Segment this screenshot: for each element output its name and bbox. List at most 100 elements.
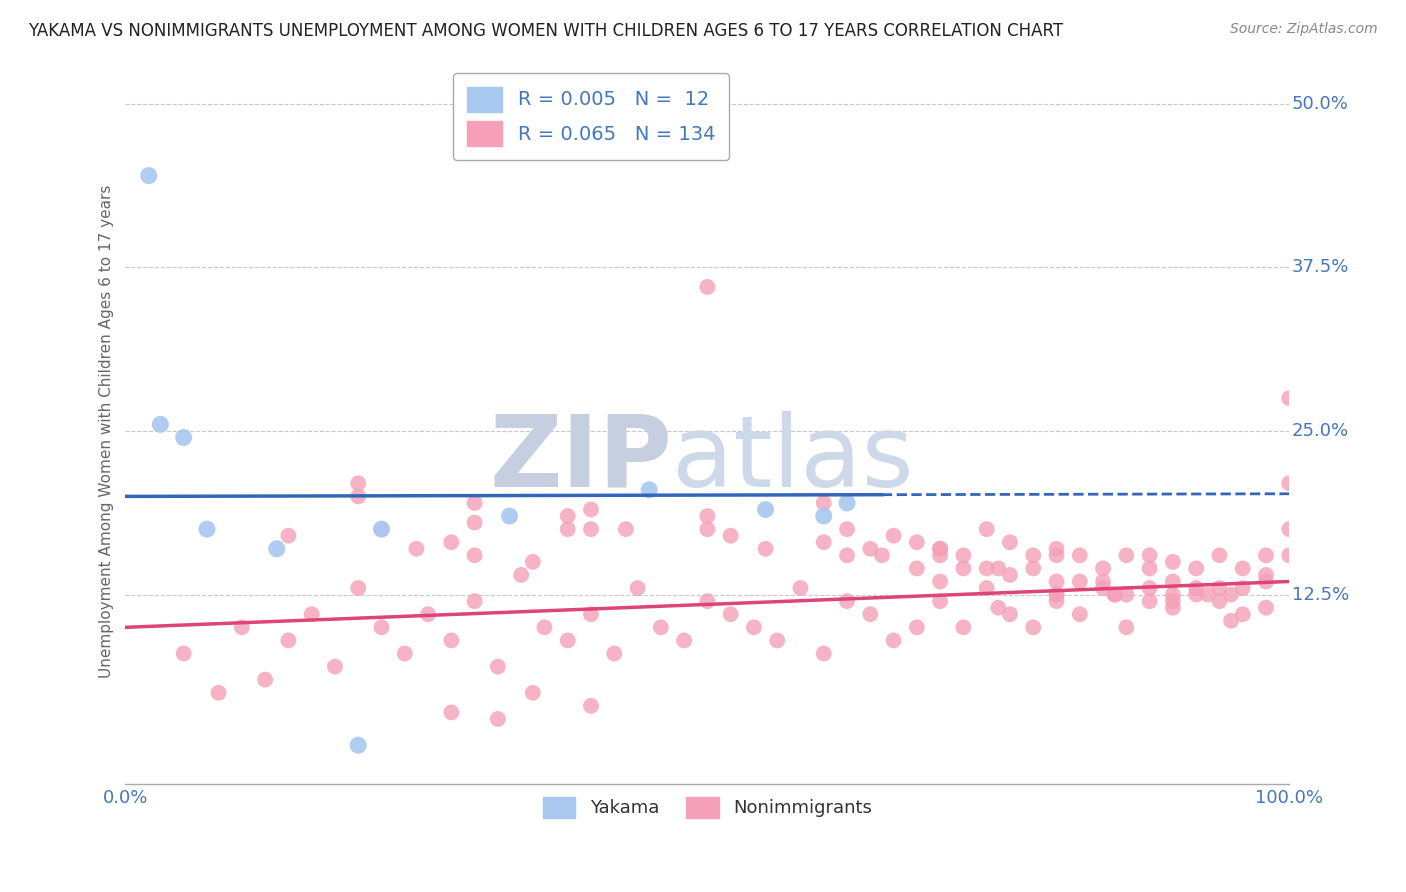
Point (1022, 561, 1045, 575)
Point (464, 594, 486, 608)
Point (486, 712, 509, 726)
Point (405, 541, 427, 556)
Point (1254, 568, 1277, 582)
Point (976, 522, 998, 536)
Point (579, 607, 602, 622)
Point (1254, 574, 1277, 589)
Point (498, 509, 520, 524)
Point (929, 541, 952, 556)
Point (579, 522, 602, 536)
Point (905, 535, 928, 549)
Point (1161, 588, 1184, 602)
Point (998, 535, 1021, 549)
Point (626, 581, 648, 595)
Text: ZIP: ZIP (489, 410, 672, 508)
Point (440, 535, 463, 549)
Point (138, 169, 160, 183)
Point (416, 607, 439, 622)
Point (789, 581, 811, 595)
Point (673, 633, 696, 648)
Point (696, 280, 718, 294)
Point (929, 541, 952, 556)
Point (987, 561, 1010, 575)
Point (835, 522, 858, 536)
Point (835, 594, 858, 608)
Point (1254, 600, 1277, 615)
Point (579, 502, 602, 516)
Point (1161, 574, 1184, 589)
Point (522, 686, 544, 700)
Point (1115, 588, 1137, 602)
Text: 37.5%: 37.5% (1292, 259, 1348, 277)
Point (1139, 549, 1161, 563)
Point (952, 620, 974, 634)
Point (835, 496, 858, 510)
Point (1045, 549, 1067, 563)
Point (1278, 549, 1301, 563)
Point (1185, 561, 1208, 575)
Point (1139, 594, 1161, 608)
Point (557, 633, 579, 648)
Text: YAKAMA VS NONIMMIGRANTS UNEMPLOYMENT AMONG WOMEN WITH CHILDREN AGES 6 TO 17 YEAR: YAKAMA VS NONIMMIGRANTS UNEMPLOYMENT AMO… (28, 22, 1063, 40)
Point (1254, 549, 1277, 563)
Point (254, 673, 277, 687)
Point (987, 600, 1010, 615)
Point (614, 522, 637, 536)
Point (1232, 561, 1254, 575)
Point (1197, 588, 1219, 602)
Point (696, 509, 718, 524)
Point (952, 561, 974, 575)
Point (720, 529, 742, 543)
Point (905, 620, 928, 634)
Point (638, 483, 661, 497)
Point (1104, 588, 1126, 602)
Point (1069, 607, 1091, 622)
Point (522, 555, 544, 569)
Point (1161, 594, 1184, 608)
Point (1069, 574, 1091, 589)
Point (859, 607, 882, 622)
Text: Source: ZipAtlas.com: Source: ZipAtlas.com (1230, 22, 1378, 37)
Text: 50.0%: 50.0% (1292, 95, 1348, 112)
Text: atlas: atlas (672, 410, 914, 508)
Point (579, 698, 602, 713)
Point (929, 574, 952, 589)
Point (301, 607, 323, 622)
Point (1022, 620, 1045, 634)
Legend: Yakama, Nonimmigrants: Yakama, Nonimmigrants (536, 789, 879, 825)
Point (883, 529, 905, 543)
Point (1092, 574, 1115, 589)
Point (207, 686, 229, 700)
Point (1092, 581, 1115, 595)
Point (149, 417, 172, 432)
Point (1220, 588, 1243, 602)
Point (277, 633, 299, 648)
Point (1104, 588, 1126, 602)
Point (1045, 588, 1067, 602)
Point (603, 647, 626, 661)
Point (813, 496, 835, 510)
Point (533, 620, 555, 634)
Point (464, 516, 486, 530)
Point (1069, 549, 1091, 563)
Point (173, 647, 195, 661)
Point (835, 549, 858, 563)
Point (720, 607, 742, 622)
Point (1278, 476, 1301, 491)
Point (1115, 620, 1137, 634)
Point (1208, 581, 1230, 595)
Point (464, 549, 486, 563)
Point (1208, 549, 1230, 563)
Point (347, 489, 370, 503)
Point (870, 549, 893, 563)
Point (486, 659, 509, 673)
Point (1232, 607, 1254, 622)
Point (859, 541, 882, 556)
Point (813, 647, 835, 661)
Point (696, 594, 718, 608)
Point (1045, 594, 1067, 608)
Point (883, 633, 905, 648)
Point (1185, 588, 1208, 602)
Point (754, 541, 776, 556)
Point (905, 561, 928, 575)
